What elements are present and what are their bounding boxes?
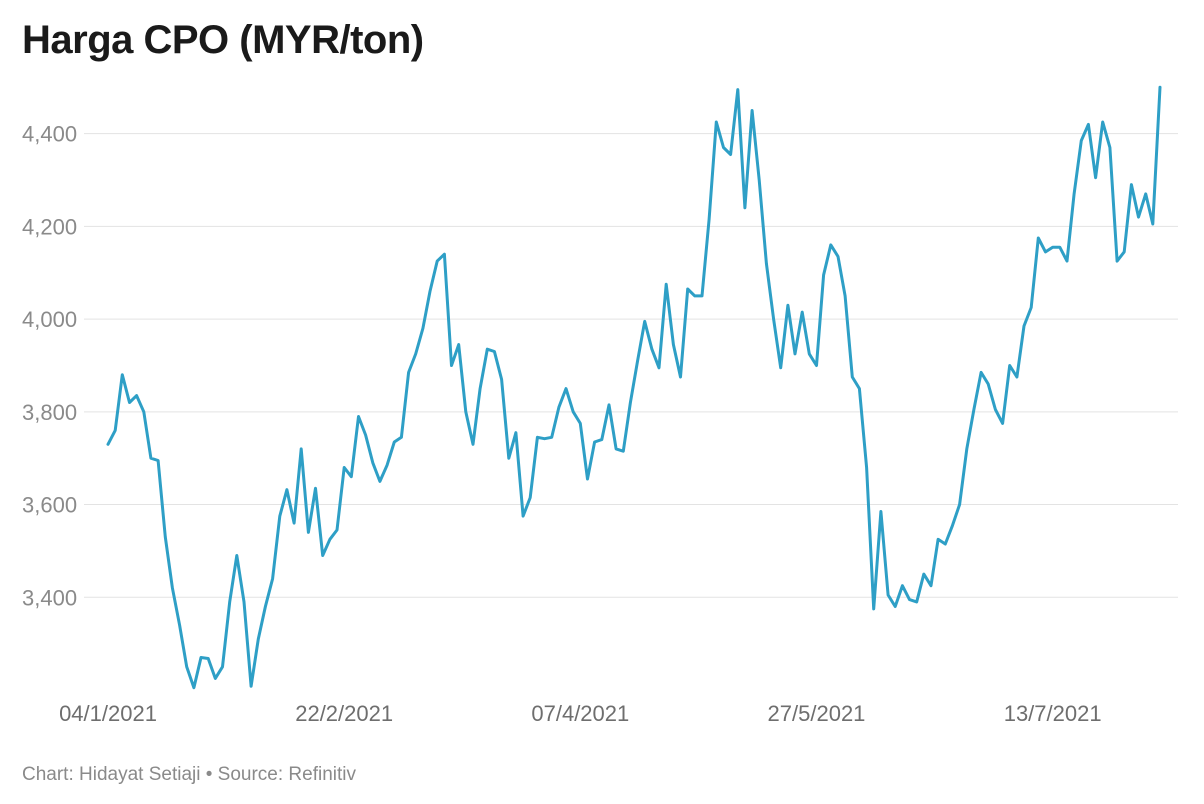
x-tick-label: 04/1/2021: [59, 701, 157, 726]
x-axis-tick-labels: 04/1/2021 22/2/2021 07/4/2021 27/5/2021 13/7…: [59, 701, 1102, 726]
chart-source-credit: Chart: Hidayat Setiaji • Source: Refinit…: [22, 764, 357, 785]
y-tick-label: 4,000: [22, 307, 77, 332]
x-tick-label: 07/4/2021: [531, 701, 629, 726]
x-tick-label: 13/7/2021: [1004, 701, 1102, 726]
y-tick-label: 3,800: [22, 400, 77, 425]
y-axis-tick-labels: 3,400 3,600 3,800 4,000 4,200 4,400: [22, 122, 77, 611]
y-tick-label: 3,400: [22, 585, 77, 610]
gridlines: [84, 133, 1178, 598]
chart-title: Harga CPO (MYR/ton): [22, 18, 424, 62]
y-tick-label: 4,400: [22, 122, 77, 147]
x-tick-label: 27/5/2021: [768, 701, 866, 726]
y-tick-label: 3,600: [22, 493, 77, 518]
price-series-line: [106, 85, 1162, 690]
x-tick-label: 22/2/2021: [295, 701, 393, 726]
y-tick-label: 4,200: [22, 214, 77, 239]
